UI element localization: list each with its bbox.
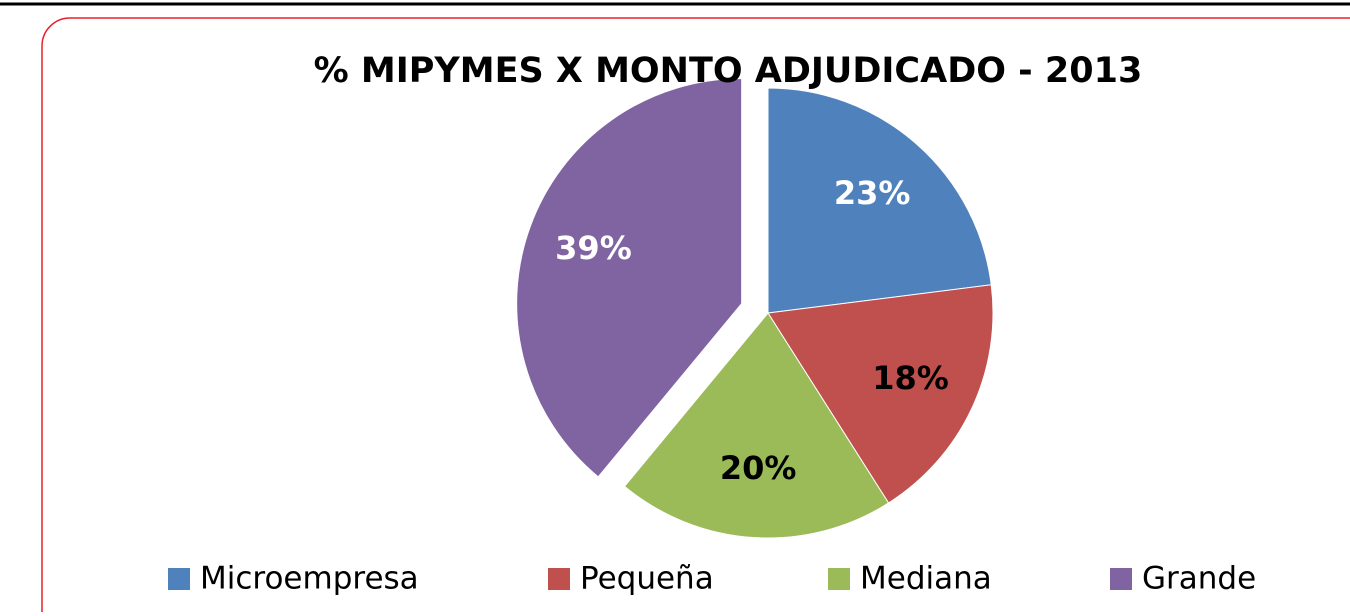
chart-title: % MIPYMES X MONTO ADJUDICADO - 2013 bbox=[314, 51, 1143, 91]
data-label: 18% bbox=[872, 359, 949, 397]
legend-swatch bbox=[168, 568, 190, 590]
legend-label: Microempresa bbox=[200, 561, 419, 597]
pie-slice bbox=[767, 87, 992, 314]
legend-swatch bbox=[1110, 568, 1132, 590]
legend-label: Pequeña bbox=[580, 561, 714, 597]
data-label: 39% bbox=[555, 229, 632, 267]
data-label: 23% bbox=[834, 174, 911, 212]
legend: Microempresa Pequeña Mediana Grande bbox=[168, 561, 1256, 597]
legend-swatch bbox=[828, 568, 850, 590]
legend-swatch bbox=[548, 568, 570, 590]
data-label: 20% bbox=[720, 449, 797, 487]
legend-label: Grande bbox=[1142, 561, 1256, 597]
pie-slice bbox=[516, 78, 743, 478]
pie: 23% 18% 20% 39% bbox=[516, 78, 994, 539]
pie-slice bbox=[767, 284, 994, 504]
pie-slice bbox=[623, 312, 890, 539]
legend-label: Mediana bbox=[860, 561, 992, 597]
